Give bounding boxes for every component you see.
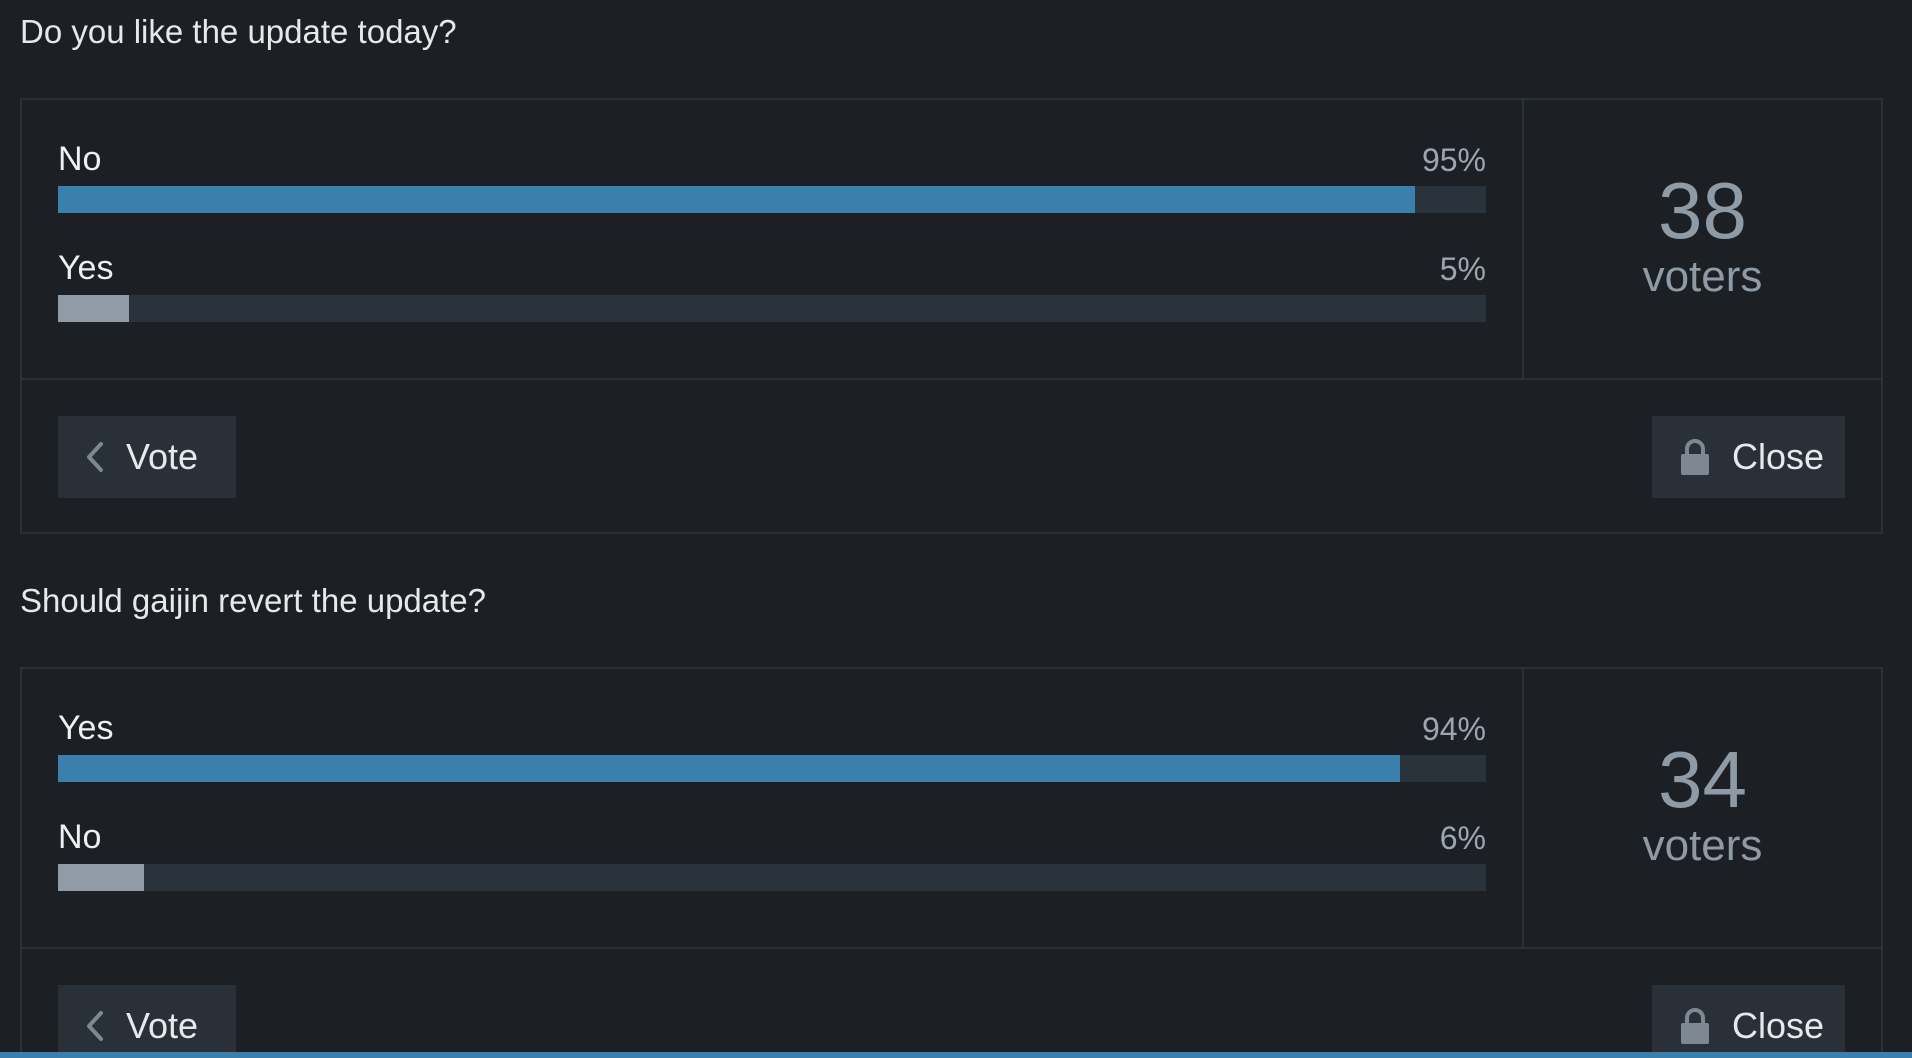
poll-actions: Vote Close	[22, 380, 1881, 534]
poll-choice-head: Yes 5%	[58, 245, 1486, 285]
vote-button-label: Vote	[126, 1005, 199, 1046]
vote-button[interactable]: Vote	[58, 416, 236, 498]
voter-label: voters	[1642, 252, 1763, 301]
chevron-left-icon	[84, 440, 106, 474]
choice-bar-fill	[58, 295, 130, 322]
choice-bar-track	[58, 186, 1486, 213]
poll-box: Yes 94% No 6%	[20, 667, 1883, 1058]
voter-summary: 38 voters	[1524, 100, 1881, 378]
close-poll-button[interactable]: Close	[1652, 416, 1845, 498]
voter-count: 38	[1658, 166, 1747, 255]
poll-choice: Yes 94%	[58, 705, 1486, 782]
choice-percent: 95%	[1421, 142, 1486, 178]
vote-button[interactable]: Vote	[58, 985, 236, 1058]
choice-percent: 5%	[1439, 251, 1486, 287]
poll-choice-head: Yes 94%	[58, 705, 1486, 745]
choice-bar-track	[58, 755, 1486, 782]
voter-count: 34	[1658, 735, 1747, 824]
close-button-label: Close	[1732, 1005, 1825, 1046]
poll: Do you like the update today? No 95%	[20, 0, 1883, 534]
choice-bar-fill	[58, 755, 1401, 782]
choice-bar-fill	[58, 864, 144, 891]
close-poll-button[interactable]: Close	[1652, 985, 1845, 1058]
close-button-label: Close	[1732, 436, 1825, 477]
voter-label: voters	[1642, 821, 1763, 870]
choice-bar-fill	[58, 186, 1415, 213]
vote-button-label: Vote	[126, 436, 199, 477]
poll-results: No 95% Yes 5%	[22, 100, 1881, 380]
poll-choice: No 95%	[58, 136, 1486, 213]
poll-box: No 95% Yes 5%	[20, 98, 1883, 534]
choice-label: Yes	[58, 249, 114, 287]
choice-bar-track	[58, 295, 1486, 322]
choice-bar-track	[58, 864, 1486, 891]
poll-choice-head: No 6%	[58, 814, 1486, 854]
poll-actions: Vote Close	[22, 949, 1881, 1058]
choice-percent: 6%	[1439, 820, 1486, 856]
choice-label: No	[58, 818, 102, 856]
choice-label: No	[58, 140, 102, 178]
choice-percent: 94%	[1421, 711, 1486, 747]
poll: Should gaijin revert the update? Yes 94%	[20, 569, 1883, 1058]
chevron-left-icon	[84, 1009, 106, 1043]
voter-summary: 34 voters	[1524, 669, 1881, 947]
poll-choice: No 6%	[58, 814, 1486, 891]
poll-choices: No 95% Yes 5%	[22, 100, 1524, 378]
bottom-accent-bar	[0, 1052, 1912, 1058]
poll-question: Should gaijin revert the update?	[20, 582, 486, 619]
choice-label: Yes	[58, 709, 114, 747]
lock-icon	[1678, 437, 1712, 477]
poll-question: Do you like the update today?	[20, 13, 457, 50]
poll-choice: Yes 5%	[58, 245, 1486, 322]
poll-results: Yes 94% No 6%	[22, 669, 1881, 949]
poll-choice-head: No 95%	[58, 136, 1486, 176]
poll-choices: Yes 94% No 6%	[22, 669, 1524, 947]
lock-icon	[1678, 1006, 1712, 1046]
